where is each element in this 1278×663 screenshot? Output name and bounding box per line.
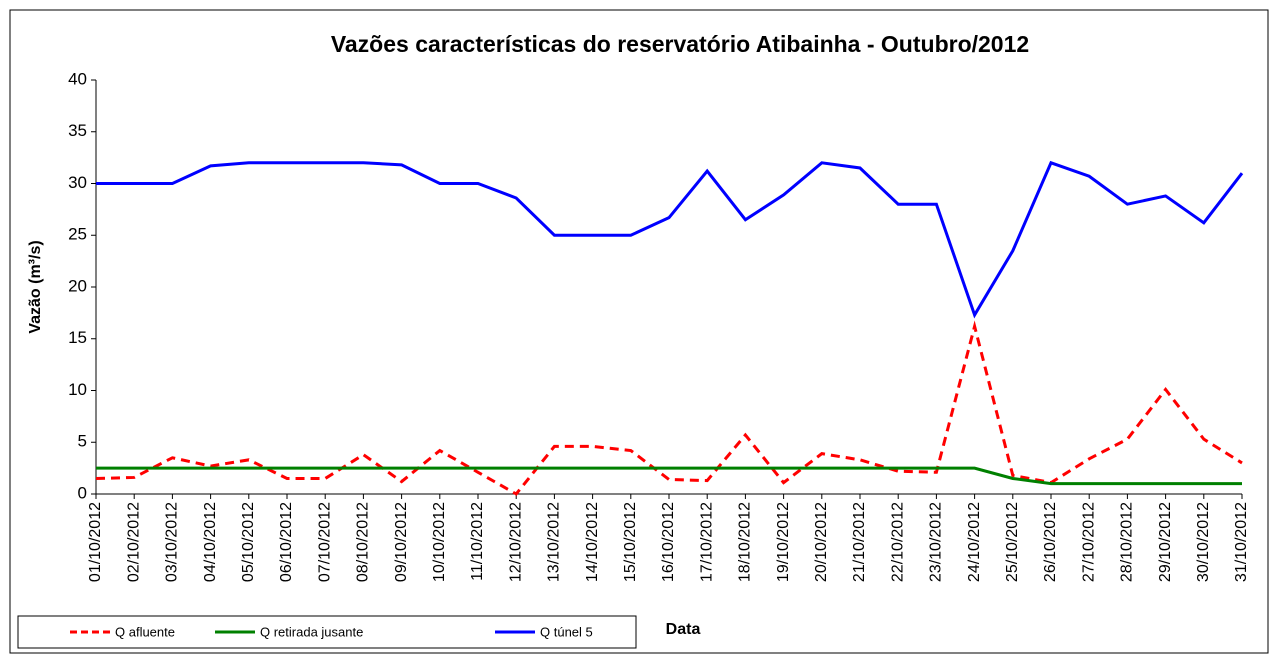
x-tick-label: 23/10/2012 [928, 502, 945, 582]
y-tick-label: 30 [68, 173, 87, 192]
x-tick-label: 18/10/2012 [737, 502, 754, 582]
y-tick-label: 40 [68, 69, 87, 88]
x-tick-label: 28/10/2012 [1119, 502, 1136, 582]
chart-title: Vazões características do reservatório A… [331, 31, 1029, 57]
series-line [96, 466, 1242, 486]
y-tick-label: 5 [78, 432, 87, 451]
x-tick-label: 27/10/2012 [1080, 502, 1097, 582]
x-tick-label: 09/10/2012 [393, 502, 410, 582]
x-tick-label: 21/10/2012 [851, 502, 868, 582]
x-tick-label: 22/10/2012 [889, 502, 906, 582]
x-tick-label: 20/10/2012 [813, 502, 830, 582]
x-tick-label: 10/10/2012 [431, 502, 448, 582]
y-tick-label: 20 [68, 276, 87, 295]
x-tick-label: 11/10/2012 [469, 502, 486, 581]
legend-label: Q túnel 5 [540, 624, 593, 639]
y-axis-label: Vazão (m³/s) [27, 240, 44, 333]
y-tick-label: 35 [68, 121, 87, 140]
x-tick-label: 31/10/2012 [1233, 502, 1250, 582]
x-tick-label: 29/10/2012 [1157, 502, 1174, 582]
y-tick-label: 0 [78, 483, 87, 502]
legend-label: Q retirada jusante [260, 624, 363, 639]
x-tick-label: 24/10/2012 [966, 502, 983, 582]
x-axis-label: Data [666, 621, 701, 638]
x-tick-label: 02/10/2012 [125, 502, 142, 582]
x-tick-label: 01/10/2012 [87, 502, 104, 582]
x-tick-label: 12/10/2012 [507, 502, 524, 582]
x-tick-label: 25/10/2012 [1004, 502, 1021, 582]
x-tick-label: 30/10/2012 [1195, 502, 1212, 582]
x-tick-label: 16/10/2012 [660, 502, 677, 582]
x-tick-label: 13/10/2012 [546, 502, 563, 582]
x-tick-label: 05/10/2012 [240, 502, 257, 582]
x-tick-label: 07/10/2012 [316, 502, 333, 582]
y-tick-label: 15 [68, 328, 87, 347]
y-tick-label: 10 [68, 380, 87, 399]
x-tick-label: 14/10/2012 [584, 502, 601, 582]
x-tick-label: 17/10/2012 [698, 502, 715, 582]
series-line [96, 160, 1244, 319]
x-tick-label: 04/10/2012 [202, 502, 219, 582]
y-tick-label: 25 [68, 225, 87, 244]
x-tick-label: 08/10/2012 [355, 502, 372, 582]
x-tick-label: 15/10/2012 [622, 502, 639, 582]
x-tick-label: 19/10/2012 [775, 502, 792, 582]
x-tick-label: 06/10/2012 [278, 502, 295, 582]
x-tick-label: 03/10/2012 [164, 502, 181, 582]
x-tick-label: 26/10/2012 [1042, 502, 1059, 582]
legend-label: Q afluente [115, 624, 175, 639]
chart-border [9, 9, 1269, 654]
